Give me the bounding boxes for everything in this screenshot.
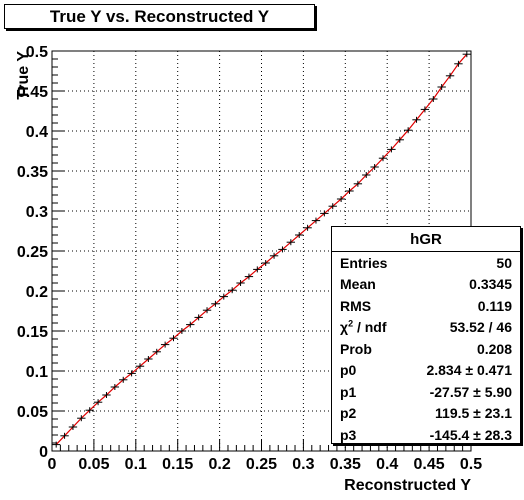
y-tick-label: 0.35: [17, 164, 48, 181]
stats-title: hGR: [332, 227, 520, 252]
stats-row: p0 2.834 ± 0.471: [332, 360, 520, 382]
y-tick-label: 0.45: [17, 84, 48, 101]
stats-label: Mean: [340, 276, 376, 293]
stats-label: p3: [340, 426, 357, 443]
y-tick-label: 0: [39, 444, 48, 461]
x-tick-label: 0.4: [376, 456, 398, 473]
x-tick-label: 0.35: [330, 456, 361, 473]
stats-value: -145.4 ± 28.3: [429, 426, 512, 443]
y-tick-label: 0.4: [26, 124, 48, 141]
x-tick-label: 0.5: [460, 456, 482, 473]
stats-row: Mean 0.3345: [332, 274, 520, 296]
stats-value: 119.5 ± 23.1: [435, 405, 512, 422]
stats-value: 0.119: [477, 297, 512, 314]
stats-label: p2: [340, 405, 357, 422]
stats-value: -27.57 ± 5.90: [429, 383, 512, 400]
stats-row: p3 -145.4 ± 28.3: [332, 424, 520, 446]
y-tick-label: 0.5: [26, 44, 48, 61]
y-tick-label: 0.3: [26, 204, 48, 221]
fit-curve: [55, 53, 468, 446]
stats-value: 53.52 / 46: [449, 319, 512, 336]
chart-title: True Y vs. Reconstructed Y: [49, 6, 270, 26]
x-axis-label: Reconstructed Y: [344, 477, 471, 494]
y-axis-label: True Y: [15, 51, 32, 100]
stats-row: p2 119.5 ± 23.1: [332, 403, 520, 425]
y-tick-label: 0.15: [17, 324, 48, 341]
stats-box: hGR Entries 50 Mean 0.3345 RMS 0.119 χ2 / ndf 5…: [331, 226, 521, 444]
y-tick-label: 0.25: [17, 244, 48, 261]
stats-value: 50: [496, 254, 512, 271]
x-tick-label: 0: [48, 456, 57, 473]
x-tick-label: 0.2: [208, 456, 230, 473]
stats-row: Prob 0.208: [332, 338, 520, 360]
x-tick-label: 0.15: [162, 456, 193, 473]
stats-row: RMS 0.119: [332, 295, 520, 317]
stats-value: 2.834 ± 0.471: [426, 362, 512, 379]
y-tick-label: 0.2: [26, 284, 48, 301]
chart-title-box: True Y vs. Reconstructed Y: [4, 4, 315, 29]
stats-row: χ2 / ndf 53.52 / 46: [332, 317, 520, 339]
stats-label: p0: [340, 362, 357, 379]
stats-label: Prob: [340, 340, 372, 357]
stats-row: Entries 50: [332, 252, 520, 274]
stats-value: 0.3345: [469, 276, 512, 293]
stats-rows: Entries 50 Mean 0.3345 RMS 0.119 χ2 / ndf 53.52…: [332, 252, 520, 446]
stats-row: p1 -27.57 ± 5.90: [332, 381, 520, 403]
x-tick-label: 0.45: [414, 456, 445, 473]
y-tick-label: 0.1: [26, 364, 48, 381]
stats-label: p1: [340, 383, 357, 400]
stats-label: Entries: [340, 254, 388, 271]
x-tick-label: 0.25: [246, 456, 277, 473]
stats-value: 0.208: [476, 340, 512, 357]
stats-label: RMS: [340, 297, 372, 314]
x-tick-label: 0.05: [78, 456, 109, 473]
x-tick-label: 0.3: [292, 456, 314, 473]
x-tick-label: 0.1: [125, 456, 147, 473]
stats-label: χ2 / ndf: [340, 318, 387, 336]
y-tick-label: 0.05: [17, 404, 48, 421]
